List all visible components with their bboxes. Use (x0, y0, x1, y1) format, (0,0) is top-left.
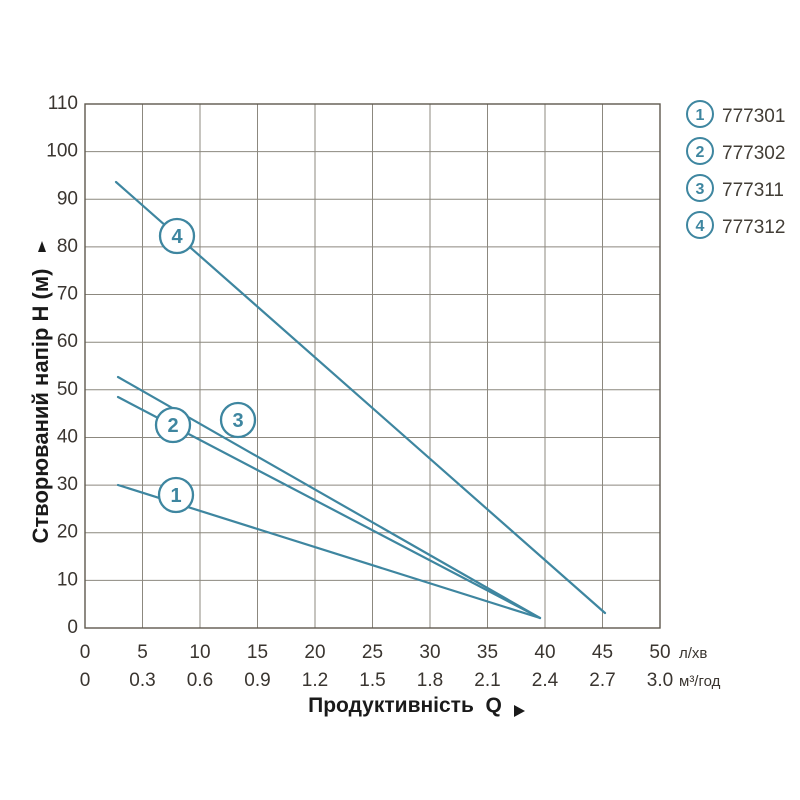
svg-text:40: 40 (534, 642, 555, 663)
svg-text:777301: 777301 (722, 106, 785, 127)
svg-text:30: 30 (419, 642, 440, 663)
svg-text:777312: 777312 (722, 217, 785, 238)
svg-text:5: 5 (137, 642, 148, 663)
svg-text:20: 20 (304, 642, 325, 663)
svg-text:70: 70 (57, 284, 78, 305)
svg-text:777302: 777302 (722, 143, 785, 164)
svg-text:4: 4 (696, 218, 705, 235)
svg-text:0.6: 0.6 (187, 670, 213, 691)
svg-text:0: 0 (80, 670, 91, 691)
svg-text:15: 15 (247, 642, 268, 663)
svg-text:л/хв: л/хв (679, 645, 707, 662)
svg-text:90: 90 (57, 188, 78, 209)
svg-text:0: 0 (80, 642, 91, 663)
svg-text:Створюваний напір Н (м): Створюваний напір Н (м) (28, 269, 53, 544)
svg-text:3: 3 (232, 410, 243, 432)
svg-text:2: 2 (696, 144, 705, 161)
svg-text:3.0: 3.0 (647, 670, 673, 691)
svg-text:50: 50 (57, 379, 78, 400)
svg-text:30: 30 (57, 474, 78, 495)
svg-text:0.3: 0.3 (129, 670, 155, 691)
svg-text:4: 4 (171, 226, 183, 248)
svg-text:100: 100 (46, 141, 78, 162)
svg-text:1.8: 1.8 (417, 670, 443, 691)
svg-text:110: 110 (48, 93, 78, 114)
svg-text:10: 10 (189, 642, 210, 663)
svg-text:777311: 777311 (722, 180, 784, 201)
svg-text:40: 40 (57, 427, 78, 448)
svg-text:1: 1 (170, 485, 181, 507)
svg-text:25: 25 (362, 642, 383, 663)
svg-text:1.2: 1.2 (302, 670, 328, 691)
svg-text:Продуктивність Q: Продуктивність Q (308, 694, 502, 717)
svg-text:20: 20 (57, 522, 78, 543)
svg-text:60: 60 (57, 331, 78, 352)
svg-text:0.9: 0.9 (244, 670, 270, 691)
svg-text:1: 1 (696, 107, 705, 124)
svg-text:1.5: 1.5 (359, 670, 385, 691)
svg-text:2: 2 (167, 415, 178, 437)
svg-text:2.4: 2.4 (532, 670, 559, 691)
svg-text:35: 35 (477, 642, 498, 663)
svg-text:50: 50 (649, 642, 670, 663)
svg-text:2.7: 2.7 (589, 670, 615, 691)
svg-text:10: 10 (57, 569, 78, 590)
svg-text:45: 45 (592, 642, 613, 663)
svg-text:0: 0 (67, 617, 78, 638)
svg-text:80: 80 (57, 236, 78, 257)
svg-text:2.1: 2.1 (474, 670, 500, 691)
svg-text:м³/год: м³/год (679, 673, 721, 690)
svg-text:3: 3 (696, 181, 705, 198)
